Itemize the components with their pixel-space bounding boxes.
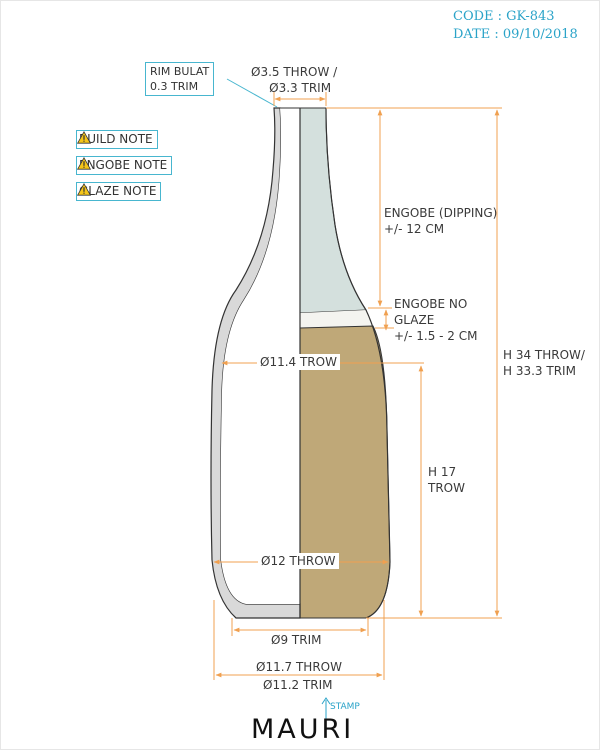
glaze-note-button[interactable]: GLAZE NOTE bbox=[76, 182, 162, 201]
total-height-label: H 34 THROW/ H 33.3 TRIM bbox=[503, 347, 585, 379]
engobe-note-label: ENGOBE NOTE bbox=[79, 158, 168, 172]
warning-icon bbox=[77, 157, 91, 170]
belly-diameter-label: Ø12 THROW bbox=[258, 553, 339, 569]
engobe-note-button[interactable]: ENGOBE NOTE bbox=[76, 156, 173, 175]
engobe-dipping-line2: +/- 12 CM bbox=[384, 222, 445, 236]
foot-throw-label: Ø11.7 THROW bbox=[256, 660, 342, 674]
glaze-note-label: GLAZE NOTE bbox=[79, 184, 157, 198]
rim-callout: RIM BULAT 0.3 TRIM bbox=[145, 62, 215, 96]
neck-callout-line1: Ø3.5 THROW / bbox=[251, 65, 338, 79]
base-diameter-label: Ø9 TRIM bbox=[271, 633, 322, 647]
engobe-no-glaze-line1: ENGOBE NO bbox=[394, 297, 468, 311]
rim-callout-line1: RIM BULAT bbox=[150, 65, 210, 78]
rim-callout-line2: 0.3 TRIM bbox=[150, 80, 199, 93]
lower-height-line1: H 17 bbox=[428, 465, 457, 479]
engobe-no-glaze-line3: +/- 1.5 - 2 CM bbox=[394, 329, 478, 343]
neck-callout: Ø3.5 THROW / Ø3.3 TRIM bbox=[251, 64, 337, 96]
lower-height-label: H 17 TROW bbox=[428, 464, 465, 496]
build-note-label: BUILD NOTE bbox=[79, 132, 153, 146]
total-height-line2: H 33.3 TRIM bbox=[503, 364, 576, 378]
warning-icon bbox=[77, 131, 91, 144]
stamp-label: STAMP bbox=[330, 702, 360, 712]
total-height-line1: H 34 THROW/ bbox=[503, 348, 585, 362]
engobe-no-glaze-label: ENGOBE NO GLAZE +/- 1.5 - 2 CM bbox=[394, 296, 477, 344]
engobe-dipping-label: ENGOBE (DIPPING) +/- 12 CM bbox=[384, 205, 497, 237]
foot-trim-label: Ø11.2 TRIM bbox=[263, 678, 333, 692]
lower-height-line2: TROW bbox=[428, 481, 465, 495]
neck-callout-line2: Ø3.3 TRIM bbox=[269, 81, 332, 95]
engobe-dipping-line1: ENGOBE (DIPPING) bbox=[384, 206, 498, 220]
build-note-button[interactable]: BUILD NOTE bbox=[76, 130, 158, 149]
engobe-no-glaze-line2: GLAZE bbox=[394, 313, 435, 327]
mauri-logo: MAURI bbox=[251, 714, 355, 745]
date-label: DATE : 09/10/2018 bbox=[453, 27, 578, 42]
code-label: CODE : GK-843 bbox=[453, 9, 555, 24]
no-glaze-band bbox=[300, 310, 373, 328]
right-outline bbox=[325, 107, 391, 619]
shoulder-diameter-label: Ø11.4 TROW bbox=[257, 354, 340, 370]
neck-dimension bbox=[273, 92, 327, 106]
warning-icon bbox=[77, 183, 91, 196]
